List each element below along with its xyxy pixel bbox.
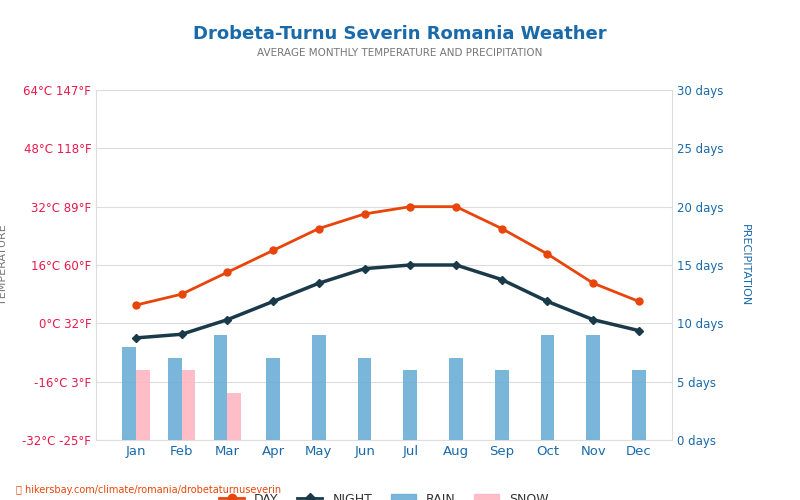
Text: 📍 hikersbay.com/climate/romania/drobetaturnuseverin: 📍 hikersbay.com/climate/romania/drobetat… [16, 485, 281, 495]
Text: AVERAGE MONTHLY TEMPERATURE AND PRECIPITATION: AVERAGE MONTHLY TEMPERATURE AND PRECIPIT… [258, 48, 542, 58]
Bar [136, 370, 150, 440]
Bar [403, 370, 417, 440]
Text: Drobeta-Turnu Severin Romania Weather: Drobeta-Turnu Severin Romania Weather [193, 25, 607, 43]
Bar [632, 370, 646, 440]
Bar [312, 335, 326, 440]
Y-axis label: TEMPERATURE: TEMPERATURE [0, 224, 8, 306]
Bar [358, 358, 371, 440]
Bar [586, 335, 600, 440]
Y-axis label: PRECIPITATION: PRECIPITATION [740, 224, 750, 306]
Bar [449, 358, 463, 440]
Bar [266, 358, 280, 440]
Legend: DAY, NIGHT, RAIN, SNOW: DAY, NIGHT, RAIN, SNOW [214, 488, 554, 500]
Bar [214, 335, 227, 440]
Bar [227, 394, 241, 440]
Bar [182, 370, 195, 440]
Bar [495, 370, 509, 440]
Bar [168, 358, 182, 440]
Bar [122, 346, 136, 440]
Bar [541, 335, 554, 440]
